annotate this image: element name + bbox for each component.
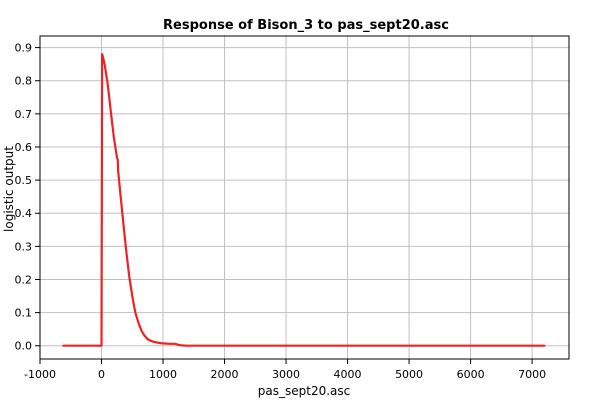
series-layer [62,53,546,347]
x-tick-label: 4000 [334,368,362,381]
plot-frame [39,35,570,360]
chart-title: Response of Bison_3 to pas_sept20.asc [163,18,449,33]
x-tick-label: 3000 [272,368,300,381]
x-tick-label: 1000 [149,368,177,381]
x-tick-label: 6000 [457,368,485,381]
y-tick-label: 0.1 [15,307,33,320]
y-tick-label: 0.8 [15,75,33,88]
series-line-0 [62,53,546,347]
y-tick-label: 0.9 [15,42,33,55]
x-tick-label: 2000 [211,368,239,381]
y-tick-label: 0.7 [15,108,33,121]
y-tick-label: 0.0 [15,340,33,353]
y-tick-label: 0.4 [15,207,33,220]
y-tick-label: 0.3 [15,240,33,253]
y-tick-label: 0.2 [15,273,33,286]
x-tick-label: 7000 [518,368,546,381]
x-tick-label: 5000 [395,368,423,381]
y-axis-label: logistic output [2,146,16,232]
x-axis-label: pas_sept20.asc [258,384,350,398]
x-tick-label: 0 [98,368,105,381]
grid-layer [40,36,569,359]
x-tick-label: -1000 [24,368,56,381]
y-tick-label: 0.6 [15,141,33,154]
y-tick-label: 0.5 [15,174,33,187]
tick-layer: -1000 0 1000 2000 3000 4000 5000 6000 7000 0.0 0.1… [15,42,547,381]
